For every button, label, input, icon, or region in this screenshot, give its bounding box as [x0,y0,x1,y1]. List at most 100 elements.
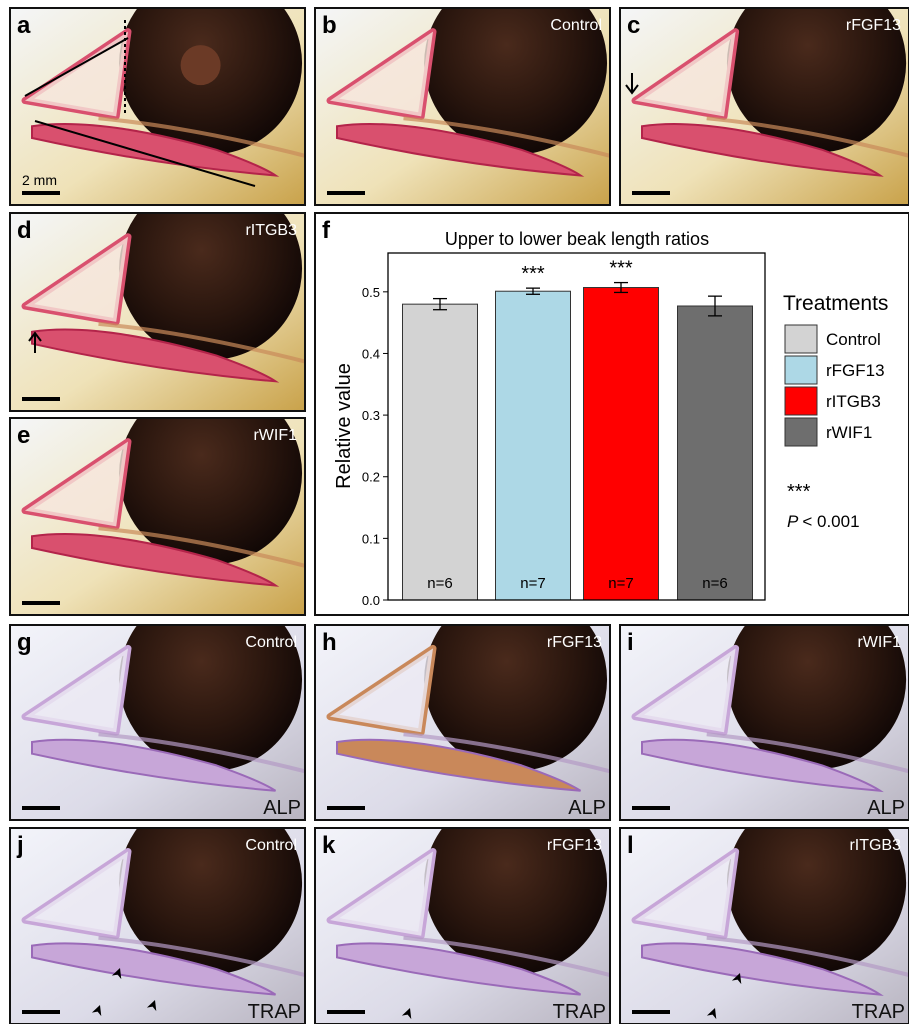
panel-letter: d [17,217,32,244]
panel-border [9,624,306,821]
photo [315,8,610,205]
jaw [98,321,305,364]
eye [424,625,608,772]
upper-beak-fill [330,851,433,936]
lower-beak [31,328,280,383]
panel: rFGF13 ALP h [314,624,611,821]
stain-label: ALP [867,797,905,819]
plot-frame [387,252,766,601]
panel: rWIF1 e [9,417,306,616]
jaw [706,732,909,774]
sample-size: n=6 [702,575,727,592]
arrow-head [625,84,639,95]
chart-title: Upper to lower beak length ratios [445,229,709,249]
panel-label: rITGB3 [849,837,901,854]
upper-beak-fill [635,31,736,117]
jaw [98,116,305,158]
panel-border [314,827,611,1024]
panel-border [619,7,909,206]
panel: rITGB3 d [9,212,306,412]
panel-border [9,417,306,616]
stain-label: TRAP [553,1001,606,1023]
panel-label: Control [245,634,297,651]
jaw [98,526,305,568]
stain-label: ALP [263,797,301,819]
legend-title: Treatments [783,292,888,315]
eye [424,828,608,975]
panel: Control TRAP j [9,827,306,1024]
legend-label: rITGB3 [826,392,881,411]
jaw [403,935,610,977]
bar [583,287,659,601]
arrowhead [146,1000,157,1012]
y-tick-label: 0.5 [362,285,380,300]
jaw [403,116,610,158]
panel-letter: g [17,629,32,656]
photo [10,8,305,205]
panel: Control ALP g [9,624,306,821]
upper-beak-fill [25,441,128,527]
eye [726,8,907,153]
error-bar [526,287,540,295]
legend-swatch [784,386,818,416]
photo [315,828,610,1024]
arrowhead [706,1008,717,1020]
sample-size: n=7 [520,575,545,592]
jaw [98,935,305,977]
jaw [98,732,305,774]
guide-line [24,37,129,97]
y-tick-label: 0.0 [362,593,380,608]
legend-swatch [784,355,818,385]
panel-label: rFGF13 [547,837,602,854]
upper-beak-fill [25,851,128,936]
y-tick-label: 0.2 [362,470,380,485]
jaw [706,116,909,158]
panel: rFGF13 TRAP k [314,827,611,1024]
panel: rITGB3 TRAP l [619,827,909,1024]
panel: 2 mm a [9,7,306,206]
arrowhead [111,968,122,980]
photo [10,625,305,820]
note-text: < 0.001 [802,512,859,531]
lower-beak [336,738,582,792]
panel-border [619,624,909,821]
pupil [180,45,221,86]
panel-letter: f [322,217,331,244]
photo [620,8,909,205]
significance: *** [609,258,633,280]
y-tick-label: 0.4 [362,346,380,361]
legend-label: rFGF13 [826,361,885,380]
note-symbol: *** [787,481,811,503]
photo [620,625,909,820]
panel-letter: b [322,12,337,39]
sample-size: n=6 [427,575,452,592]
lower-beak [641,738,884,793]
panel-border [9,212,306,412]
panel-border [619,827,909,1024]
error-bar [433,297,447,311]
lower-beak [641,122,884,177]
bar [402,303,478,601]
stain-label: TRAP [852,1001,905,1023]
photo [620,828,909,1024]
error-bar [708,295,722,317]
lower-beak [31,738,277,792]
upper-beak-fill [330,648,433,733]
panel-letter: e [17,422,30,449]
photo [315,625,610,820]
panel-label: rITGB3 [245,222,297,239]
lower-beak [31,122,277,177]
panel-letter: j [16,832,24,859]
stain-label: ALP [568,797,606,819]
eye [726,625,907,770]
panel: rWIF1 ALP i [619,624,909,821]
scale-label: 2 mm [22,172,57,188]
panel-label: Control [245,837,297,854]
panel-border [9,827,306,1024]
panel-letter: k [322,832,336,859]
arrowhead [731,973,742,985]
legend-label: rWIF1 [826,423,872,442]
panel-label: rFGF13 [547,634,602,651]
panel: Control b [314,7,611,206]
upper-beak-fill [25,236,128,322]
